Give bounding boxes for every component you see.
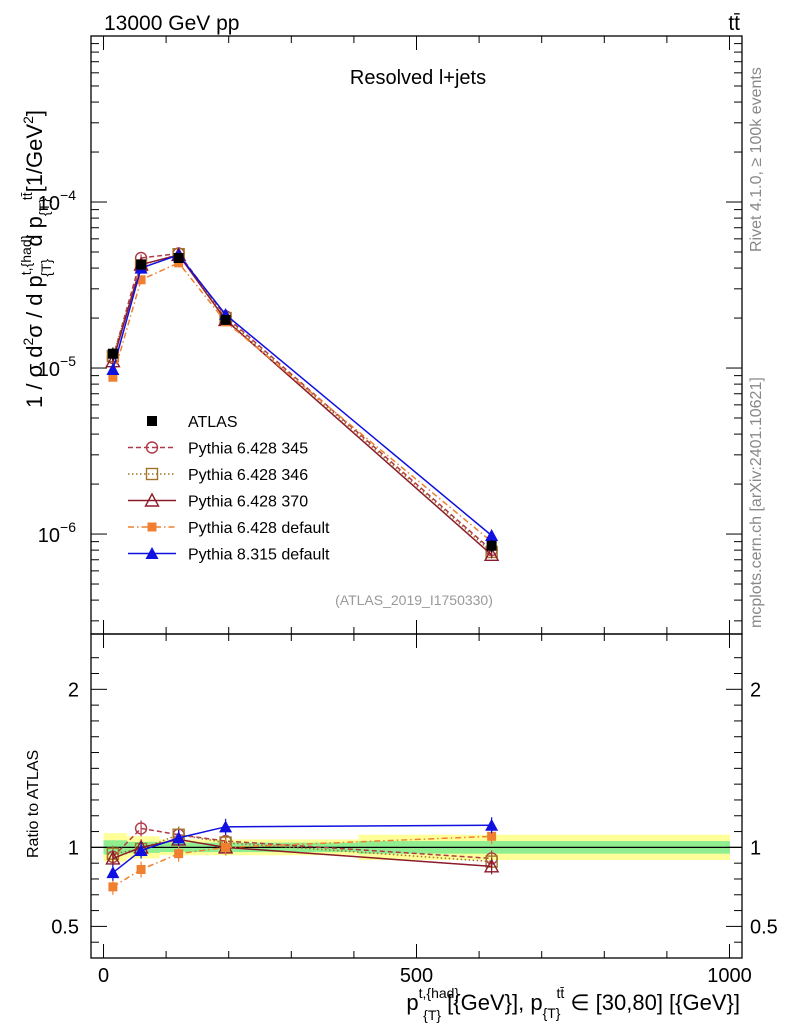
- legend-label-pythia-6-428-345: Pythia 6.428 345: [188, 441, 308, 458]
- ratio-point-pythia-8-315-default: [485, 818, 499, 831]
- ratio-point-pythia-6-428-default: [487, 831, 497, 841]
- data-point: [136, 259, 147, 270]
- legend-marker-pythia-6-428-345: [145, 441, 159, 454]
- data-point: [107, 348, 118, 359]
- ratio-point-pythia-6-428-default: [136, 864, 146, 874]
- ratio-point-pythia-8-315-default: [219, 820, 233, 833]
- y-tick-label: 10−5: [38, 353, 76, 381]
- y-axis-label: 1 / σ d2σ / d pt,{had} {T} d p{T}tt̄[1/Ge…: [18, 110, 54, 408]
- header-process-label: tt̄: [728, 12, 740, 35]
- y-tick-label: 10−4: [38, 187, 76, 215]
- data-point: [486, 540, 497, 551]
- data-point: [173, 253, 184, 264]
- series-point-pythia-8-315-default: [485, 529, 499, 542]
- legend-label-pythia-6-428-346: Pythia 6.428 346: [188, 467, 308, 484]
- ratio-point-pythia-8-315-default: [134, 844, 148, 857]
- x-tick-label: 500: [400, 965, 433, 987]
- ratio-point-pythia-6-428-default: [221, 842, 231, 852]
- x-tick-label: 0: [98, 965, 109, 987]
- ratio-point-pythia-6-428-default: [108, 882, 118, 892]
- legend-marker-atlas: [147, 416, 157, 426]
- main-frame: [90, 35, 743, 635]
- ratio-point-pythia-8-315-default: [172, 831, 186, 844]
- ratio-panel: 0.5 0.5 1 1 2 2: [51, 633, 778, 959]
- series-line-pythia-6-428-default: [112, 261, 493, 543]
- x-axis-label: pt,{had} {T} [{GeV}], p{T}tt̄ ∈ [30,80] […: [406, 985, 740, 1023]
- series-point-pythia-8-315-default: [106, 362, 120, 375]
- legend-marker-pythia-6-428-370: [144, 492, 160, 507]
- legend-marker-pythia-6-428-346: [145, 467, 159, 481]
- legend-label-pythia-8-315-default: Pythia 8.315 default: [188, 547, 330, 564]
- data-point: [220, 314, 231, 325]
- legend: ATLAS Pythia 6.428 345 Pythia 6.428 346 Pyt…: [128, 414, 330, 564]
- legend-marker-pythia-6-428-default: [147, 522, 157, 532]
- chart-title: Resolved l+jets: [350, 67, 486, 89]
- ratio-y-tick-label: 2: [68, 679, 79, 701]
- ratio-point-pythia-6-428-345: [134, 822, 148, 835]
- rivet-version-label: Rivet 4.1.0, ≥ 100k events: [748, 67, 765, 252]
- ratio-point-pythia-6-428-default: [174, 849, 184, 859]
- legend-label-atlas: ATLAS: [188, 414, 238, 431]
- series-point-pythia-6-428-default: [136, 275, 146, 285]
- header-energy-label: 13000 GeV pp: [104, 12, 239, 35]
- x-tick-label: 1000: [707, 965, 752, 987]
- ratio-y-tick-label-right: 2: [750, 679, 761, 701]
- legend-marker-pythia-8-315-default: [145, 547, 159, 559]
- legend-label-pythia-6-428-default: Pythia 6.428 default: [188, 520, 330, 537]
- ratio-point-pythia-8-315-default: [106, 866, 120, 879]
- ratio-frame: [90, 633, 743, 959]
- analysis-tag: (ATLAS_2019_I1750330): [335, 592, 493, 608]
- main-panel: 10−4 10−5 10−6 Resolved l+jets (ATLAS_2019…: [38, 35, 743, 635]
- ratio-y-tick-label: 1: [68, 837, 79, 859]
- ratio-line-pythia-6-428-345: [112, 827, 492, 860]
- series-point-pythia-6-428-default: [108, 372, 118, 382]
- ratio-y-tick-label-right: 0.5: [750, 916, 778, 938]
- ratio-point-pythia-6-428-370: [105, 850, 121, 865]
- y-tick-label: 10−6: [38, 519, 76, 547]
- ratio-y-axis-label: Ratio to ATLAS: [25, 750, 42, 858]
- ratio-y-tick-label: 0.5: [51, 916, 79, 938]
- ratio-y-tick-label-right: 1: [750, 837, 761, 859]
- mcplots-credit-label: mcplots.cern.ch [arXiv:2401.10621]: [748, 377, 765, 628]
- legend-label-pythia-6-428-370: Pythia 6.428 370: [188, 494, 308, 511]
- ratio-point-pythia-6-428-370: [483, 858, 500, 873]
- series-point-pythia-6-428-370: [483, 546, 500, 561]
- series-line-pythia-6-428-345: [112, 252, 493, 551]
